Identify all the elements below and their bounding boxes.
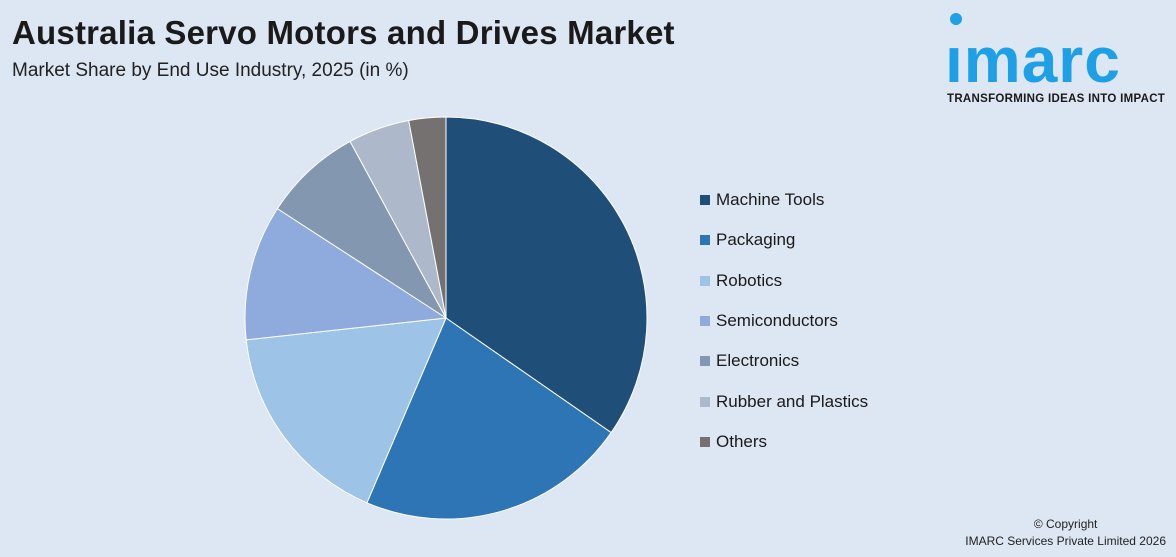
legend-label: Machine Tools: [716, 190, 825, 210]
legend-swatch: [700, 436, 710, 447]
legend-label: Robotics: [716, 270, 783, 290]
legend-item: Robotics: [700, 261, 868, 301]
legend-swatch: [700, 195, 710, 206]
legend-swatch: [700, 356, 710, 367]
legend-item: Machine Tools: [700, 180, 868, 220]
legend-label: Electronics: [716, 351, 800, 371]
legend-swatch: [700, 396, 710, 407]
legend-label: Rubber and Plastics: [716, 391, 869, 411]
chart-subtitle: Market Share by End Use Industry, 2025 (…: [12, 60, 409, 81]
imarc-logo: ımarc TRANSFORMING IDEAS INTO IMPACT: [945, 10, 1170, 110]
pie-slice-electronics: [276, 140, 447, 319]
copyright-line-1: © Copyright: [1033, 517, 1098, 531]
legend-item: Rubber and Plastics: [700, 381, 868, 421]
pie-slice-machine-tools: [445, 116, 648, 434]
copyright-notice: © Copyright IMARC Services Private Limit…: [965, 516, 1166, 550]
copyright-line-2: IMARC Services Private Limited 2026: [965, 534, 1166, 548]
legend-label: Others: [716, 431, 768, 451]
legend-item: Others: [700, 422, 868, 462]
legend-item: Electronics: [700, 341, 868, 381]
legend-label: Semiconductors: [716, 311, 838, 331]
logo-tagline: TRANSFORMING IDEAS INTO IMPACT: [947, 93, 1166, 105]
pie-slice-robotics: [245, 317, 447, 504]
legend-label: Packaging: [716, 230, 796, 250]
legend-swatch: [700, 275, 710, 286]
logo-dot: [950, 13, 962, 25]
legend-item: Packaging: [700, 220, 868, 260]
logo-wordmark: ımarc: [945, 24, 1121, 96]
pie-slice-others: [408, 116, 447, 319]
legend-swatch: [700, 316, 710, 327]
pie-slice-packaging: [366, 317, 612, 520]
chart-title: Australia Servo Motors and Drives Market: [12, 14, 675, 51]
chart-legend: Machine Tools Packaging Robotics Semiconduc…: [700, 180, 868, 462]
pie-slice-semiconductors: [244, 207, 448, 341]
legend-item: Semiconductors: [700, 301, 868, 341]
legend-swatch: [700, 235, 710, 246]
